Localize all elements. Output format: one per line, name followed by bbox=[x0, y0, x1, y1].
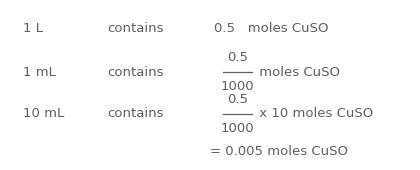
Text: = 0.005 moles CuSO: = 0.005 moles CuSO bbox=[210, 145, 348, 158]
Text: x 10 moles CuSO: x 10 moles CuSO bbox=[255, 107, 374, 120]
Text: 10 mL: 10 mL bbox=[23, 107, 64, 120]
Text: 1 L: 1 L bbox=[23, 22, 43, 35]
Text: 1000: 1000 bbox=[220, 122, 254, 135]
Text: 0.5   moles CuSO: 0.5 moles CuSO bbox=[214, 22, 329, 35]
Text: 0.5: 0.5 bbox=[227, 93, 248, 106]
Text: moles CuSO: moles CuSO bbox=[255, 66, 340, 79]
Text: contains: contains bbox=[107, 22, 164, 35]
Text: 1000: 1000 bbox=[220, 80, 254, 93]
Text: 0.5: 0.5 bbox=[227, 51, 248, 64]
Text: contains: contains bbox=[107, 66, 164, 79]
Text: contains: contains bbox=[107, 107, 164, 120]
Text: 1 mL: 1 mL bbox=[23, 66, 56, 79]
